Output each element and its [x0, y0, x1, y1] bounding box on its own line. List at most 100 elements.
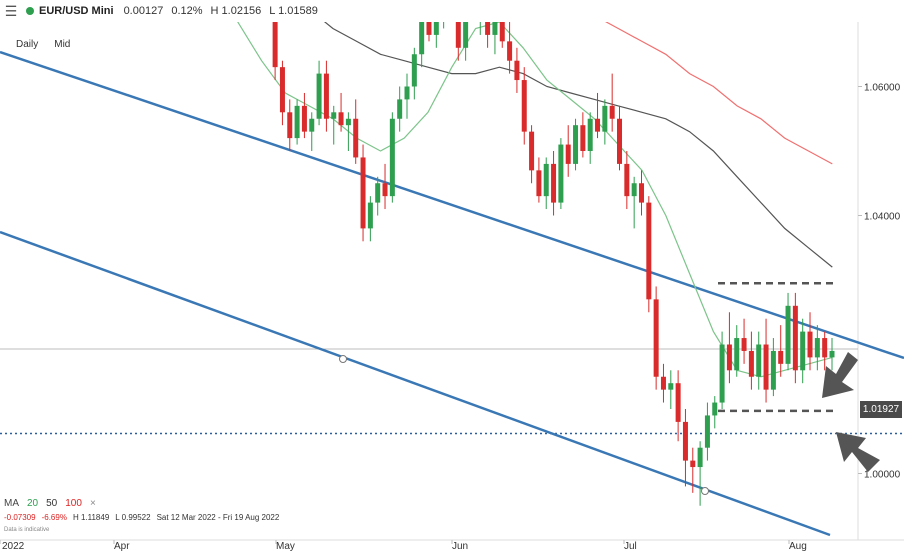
y-tick-label: 1.00000	[864, 470, 901, 481]
candle-body	[411, 54, 417, 87]
change-value: 0.00127	[123, 5, 164, 17]
candle-body	[631, 183, 637, 197]
candle-body	[323, 73, 329, 119]
ma-period-100[interactable]: 100	[65, 498, 82, 509]
candle-body	[712, 402, 718, 416]
range-change-percent: -6.69%	[41, 513, 67, 522]
close-icon[interactable]: ×	[89, 498, 96, 509]
candle-body	[499, 22, 505, 42]
candle-body	[587, 118, 593, 151]
ma100-line	[605, 22, 833, 165]
candle-body	[609, 105, 615, 119]
x-tick-label: 2022	[2, 541, 25, 552]
candle-body	[734, 338, 740, 371]
touch-point-marker	[701, 487, 709, 495]
candle-body	[704, 415, 710, 448]
data-disclaimer: Data is indicative	[4, 527, 50, 533]
channel-upper-line	[0, 50, 904, 360]
candle-body	[301, 105, 307, 132]
candle-body	[551, 163, 557, 203]
candle-body	[741, 338, 747, 351]
ma-period-50[interactable]: 50	[46, 498, 58, 509]
candle-body	[785, 305, 791, 364]
symbol-name[interactable]: EUR/USD Mini	[39, 5, 114, 17]
candle-body	[697, 447, 703, 468]
candle-body	[617, 118, 623, 164]
candle-body	[595, 118, 601, 132]
candle-body	[565, 144, 571, 164]
chart-header: ☰ EUR/USD Mini 0.00127 0.12% H 1.02156 L…	[0, 0, 904, 22]
candle-body	[367, 202, 373, 229]
x-tick-label: Apr	[114, 541, 130, 552]
high-value: H 1.02156	[210, 5, 262, 17]
candle-body	[638, 183, 644, 203]
candle-body	[338, 112, 344, 126]
ma20-line	[237, 22, 833, 378]
candle-body	[624, 163, 630, 197]
range-stats: -0.07309 -6.69% H 1.11849 L 0.99522 Sat …	[4, 513, 279, 522]
candle-body	[382, 183, 388, 197]
candle-body	[507, 41, 513, 61]
candle-body	[433, 22, 439, 35]
candle-body	[397, 99, 403, 119]
candle-body	[485, 22, 491, 35]
ma-period-20[interactable]: 20	[27, 498, 39, 509]
annotation-arrow-icon	[836, 432, 880, 472]
candle-body	[309, 118, 315, 132]
candle-body	[690, 460, 696, 468]
candle-body	[536, 170, 542, 197]
candle-body	[763, 344, 769, 390]
x-tick-label: Jun	[452, 541, 468, 552]
candle-body	[726, 344, 732, 371]
candle-body	[360, 157, 366, 229]
candle-body	[279, 67, 285, 113]
candle-body	[389, 118, 395, 197]
candle-body	[675, 383, 681, 422]
y-tick-label: 1.04000	[864, 212, 901, 223]
touch-point-marker	[339, 355, 347, 363]
candle-body	[807, 331, 813, 358]
candle-body	[419, 22, 425, 55]
candle-body	[660, 376, 666, 390]
candle-body	[492, 22, 498, 35]
price-type-mid[interactable]: Mid	[54, 39, 71, 50]
candle-body	[287, 112, 293, 139]
x-tick-label: May	[276, 541, 295, 552]
candle-body	[778, 350, 784, 364]
hamburger-icon[interactable]: ☰	[4, 2, 18, 19]
price-chart[interactable]: 2022AprMayJunJulAug1.120001.100001.08000…	[0, 22, 904, 554]
ma-legend: MA 20 50 100 ×	[4, 498, 96, 509]
candle-body	[455, 22, 461, 48]
candle-body	[558, 144, 564, 203]
candle-body	[272, 22, 278, 68]
range-low: L 0.99522	[115, 513, 151, 522]
market-status-icon	[26, 7, 34, 15]
x-tick-label: Jul	[624, 541, 637, 552]
y-tick-label: 1.06000	[864, 83, 901, 94]
candle-body	[646, 202, 652, 300]
candle-body	[682, 421, 688, 461]
change-percent: 0.12%	[171, 5, 203, 17]
candle-body	[404, 86, 410, 100]
candle-body	[294, 105, 300, 139]
candle-body	[573, 125, 579, 164]
candle-body	[580, 125, 586, 151]
candle-body	[748, 350, 754, 377]
candle-body	[653, 299, 659, 377]
candle-body	[756, 344, 762, 377]
candle-body	[543, 163, 549, 197]
candle-body	[375, 183, 381, 203]
range-dates: Sat 12 Mar 2022 - Fri 19 Aug 2022	[156, 513, 280, 522]
candle-body	[719, 344, 725, 403]
timeframe-daily[interactable]: Daily	[16, 39, 39, 50]
candle-body	[345, 118, 351, 126]
candle-body	[829, 350, 835, 358]
candle-body	[331, 112, 337, 119]
x-tick-label: Aug	[789, 541, 807, 552]
candle-body	[668, 383, 674, 390]
candle-body	[800, 331, 806, 371]
candle-body	[529, 131, 535, 171]
range-change: -0.07309	[4, 513, 36, 522]
candle-body	[602, 105, 608, 132]
candle-body	[822, 338, 828, 358]
